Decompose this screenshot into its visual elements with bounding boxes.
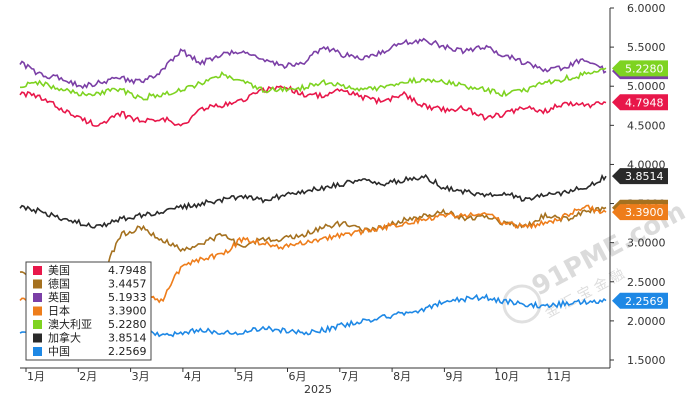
legend-swatch [33, 279, 42, 289]
legend-series-name: 澳大利亚 [48, 317, 92, 331]
x-tick-label: 2月 [79, 370, 97, 383]
y-tick-label: 5.5000 [627, 41, 666, 54]
legend-series-value: 3.8514 [108, 332, 147, 345]
y-tick-label: 2.0000 [627, 315, 666, 328]
legend-swatch [33, 333, 42, 343]
x-tick-label: 6月 [289, 370, 307, 383]
legend-swatch [33, 320, 42, 329]
legend-series-name: 美国 [48, 264, 70, 277]
legend-series-value: 5.2280 [108, 318, 147, 331]
end-value-label-3: 3.3900 [612, 204, 668, 221]
x-tick-label: 10月 [494, 370, 519, 383]
end-value-tag [612, 60, 668, 77]
legend-series-value: 2.2569 [108, 345, 147, 358]
legend-swatch [33, 266, 42, 275]
x-tick-label: 5月 [236, 370, 254, 383]
series-line-0 [19, 85, 607, 127]
end-value-label-5: 3.8514 [612, 168, 668, 185]
legend-series-name: 加拿大 [48, 331, 81, 345]
legend-series-value: 3.4457 [108, 278, 147, 291]
y-tick-label: 6.0000 [627, 2, 666, 15]
x-tick-label: 9月 [445, 370, 463, 383]
y-tick-label: 4.5000 [627, 119, 666, 132]
legend-swatch [33, 293, 42, 302]
x-tick-label: 4月 [184, 370, 202, 383]
x-axis-title: 2025 [304, 383, 332, 396]
x-tick-label: 11月 [547, 370, 572, 383]
legend-series-name: 中国 [48, 345, 70, 358]
legend-series-name: 德国 [48, 277, 70, 291]
end-value-label-4: 5.2280 [612, 60, 668, 77]
end-value-tag [612, 292, 668, 309]
x-tick-label: 8月 [393, 370, 411, 383]
y-tick-label: 5.0000 [627, 80, 666, 93]
end-value-tag [612, 204, 668, 221]
legend-swatch [33, 347, 42, 356]
end-value-tag [612, 94, 668, 111]
legend-series-name: 日本 [48, 304, 70, 318]
x-tick-label: 1月 [27, 370, 45, 383]
x-tick-label: 3月 [132, 370, 150, 383]
legend-series-value: 4.7948 [108, 264, 147, 277]
end-value-text: 2.2569 [625, 295, 664, 308]
end-value-text: 3.3900 [625, 206, 664, 219]
series-line-2 [19, 37, 607, 90]
series-line-5 [19, 173, 607, 229]
y-tick-label: 3.0000 [627, 237, 666, 250]
legend-swatch [33, 306, 42, 316]
series-line-4 [20, 67, 607, 101]
watermark-logo-icon [502, 284, 542, 324]
y-tick-label: 1.5000 [627, 354, 666, 367]
y-tick-label: 2.5000 [627, 276, 666, 289]
legend-series-value: 5.1933 [108, 291, 147, 304]
end-value-tag [612, 168, 668, 185]
end-value-label-0: 4.7948 [612, 94, 668, 111]
legend-series-value: 3.3900 [108, 305, 147, 318]
end-value-text: 4.7948 [625, 96, 664, 109]
end-value-text: 3.8514 [625, 170, 664, 183]
x-tick-label: 7月 [341, 370, 359, 383]
legend-series-name: 英国 [48, 290, 70, 304]
end-value-label-6: 2.2569 [612, 292, 668, 309]
end-value-text: 5.2280 [625, 62, 664, 75]
legend-box [25, 261, 152, 361]
